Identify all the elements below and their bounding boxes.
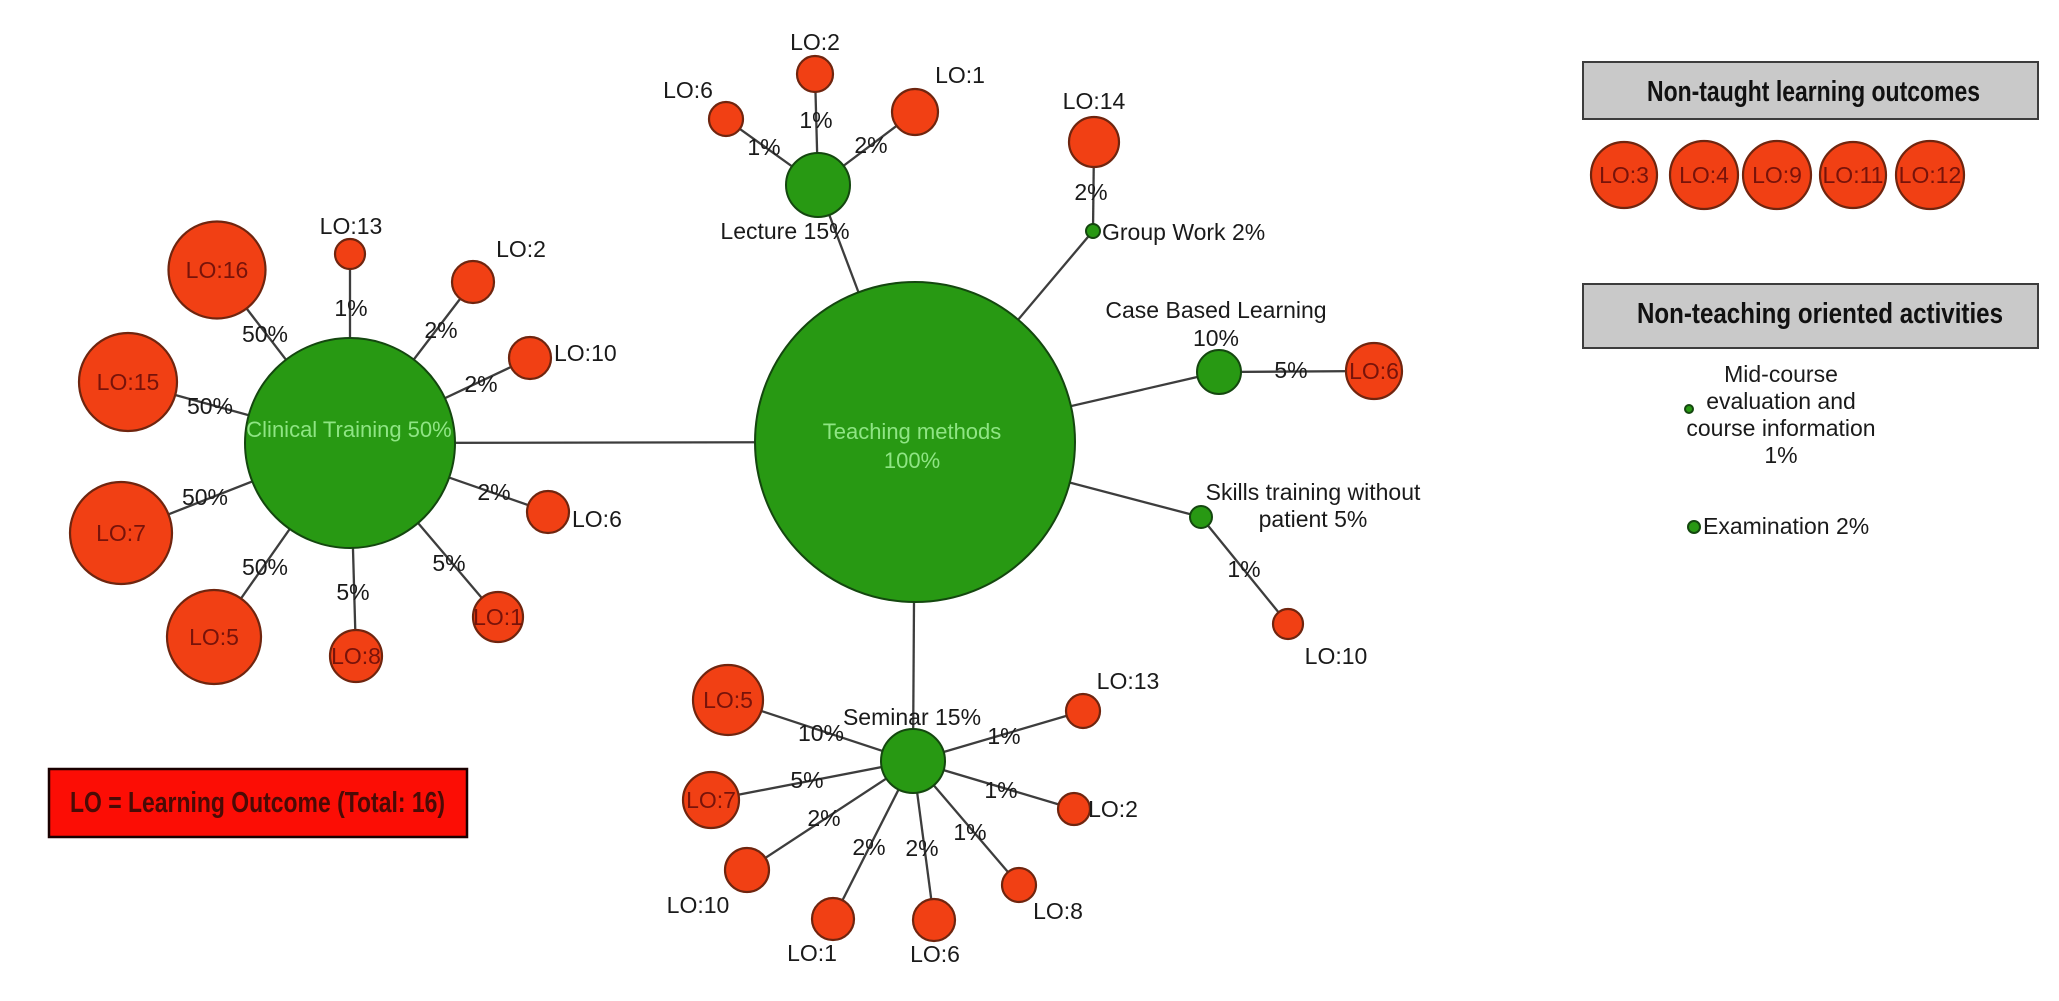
svg-text:patient 5%: patient 5% [1259, 506, 1368, 532]
svg-text:50%: 50% [187, 393, 233, 419]
svg-text:LO:2: LO:2 [790, 29, 840, 55]
svg-text:LO:10: LO:10 [1305, 643, 1368, 669]
svg-text:Lecture 15%: Lecture 15% [720, 218, 849, 244]
svg-text:LO:16: LO:16 [186, 257, 249, 283]
svg-text:LO:7: LO:7 [686, 787, 736, 813]
svg-text:50%: 50% [242, 321, 288, 347]
svg-text:50%: 50% [242, 554, 288, 580]
svg-text:2%: 2% [477, 479, 510, 505]
svg-text:LO:13: LO:13 [1097, 668, 1160, 694]
svg-text:LO:12: LO:12 [1899, 162, 1962, 188]
svg-text:Case Based Learning: Case Based Learning [1105, 297, 1326, 323]
svg-text:LO:1: LO:1 [935, 62, 985, 88]
svg-text:LO:9: LO:9 [1752, 162, 1802, 188]
svg-text:2%: 2% [852, 834, 885, 860]
svg-text:evaluation and: evaluation and [1706, 388, 1856, 414]
svg-text:LO:3: LO:3 [1599, 162, 1649, 188]
svg-text:Mid-course: Mid-course [1724, 361, 1838, 387]
svg-text:1%: 1% [987, 723, 1020, 749]
svg-text:Clinical Training 50%: Clinical Training 50% [246, 417, 451, 442]
svg-text:50%: 50% [182, 484, 228, 510]
svg-text:LO:1: LO:1 [787, 940, 837, 966]
svg-text:LO:2: LO:2 [496, 236, 546, 262]
svg-text:LO:4: LO:4 [1679, 162, 1729, 188]
svg-text:2%: 2% [464, 371, 497, 397]
svg-text:LO:13: LO:13 [320, 213, 383, 239]
svg-text:1%: 1% [1764, 442, 1797, 468]
svg-text:Examination 2%: Examination 2% [1703, 513, 1869, 539]
svg-text:2%: 2% [905, 835, 938, 861]
svg-text:LO:6: LO:6 [1349, 358, 1399, 384]
svg-text:10%: 10% [1193, 325, 1239, 351]
svg-text:LO:6: LO:6 [663, 77, 713, 103]
svg-text:1%: 1% [1227, 556, 1260, 582]
svg-text:10%: 10% [798, 720, 844, 746]
svg-text:LO:2: LO:2 [1088, 796, 1138, 822]
svg-text:LO:5: LO:5 [189, 624, 239, 650]
svg-text:Group Work 2%: Group Work 2% [1102, 219, 1265, 245]
svg-text:LO = Learning Outcome (Total:: LO = Learning Outcome (Total: 16) [70, 787, 445, 819]
svg-text:Non-taught learning outcomes: Non-taught learning outcomes [1647, 76, 1980, 108]
svg-text:LO:1: LO:1 [473, 604, 523, 630]
svg-text:5%: 5% [336, 579, 369, 605]
svg-text:1%: 1% [334, 295, 367, 321]
svg-text:2%: 2% [807, 805, 840, 831]
svg-text:1%: 1% [953, 819, 986, 845]
svg-text:1%: 1% [747, 134, 780, 160]
svg-text:LO:7: LO:7 [96, 520, 146, 546]
svg-text:5%: 5% [432, 550, 465, 576]
svg-text:LO:10: LO:10 [667, 892, 730, 918]
svg-text:course information: course information [1686, 415, 1875, 441]
svg-text:100%: 100% [884, 448, 940, 473]
svg-text:1%: 1% [799, 107, 832, 133]
svg-text:Skills training without: Skills training without [1206, 479, 1421, 505]
svg-text:LO:11: LO:11 [1823, 162, 1884, 188]
svg-text:2%: 2% [424, 317, 457, 343]
svg-text:2%: 2% [1074, 179, 1107, 205]
svg-text:LO:8: LO:8 [331, 643, 381, 669]
svg-text:LO:6: LO:6 [910, 941, 960, 967]
svg-text:5%: 5% [790, 767, 823, 793]
svg-text:LO:6: LO:6 [572, 506, 622, 532]
svg-text:Seminar 15%: Seminar 15% [843, 704, 981, 730]
svg-text:1%: 1% [984, 777, 1017, 803]
svg-text:2%: 2% [854, 132, 887, 158]
svg-text:LO:14: LO:14 [1063, 88, 1126, 114]
svg-text:Non-teaching oriented activiti: Non-teaching oriented activities [1637, 298, 2003, 330]
svg-text:LO:5: LO:5 [703, 687, 753, 713]
svg-text:Teaching methods: Teaching methods [823, 419, 1002, 444]
svg-text:5%: 5% [1274, 357, 1307, 383]
svg-text:LO:10: LO:10 [554, 340, 617, 366]
svg-text:LO:8: LO:8 [1033, 898, 1083, 924]
svg-text:LO:15: LO:15 [97, 369, 160, 395]
